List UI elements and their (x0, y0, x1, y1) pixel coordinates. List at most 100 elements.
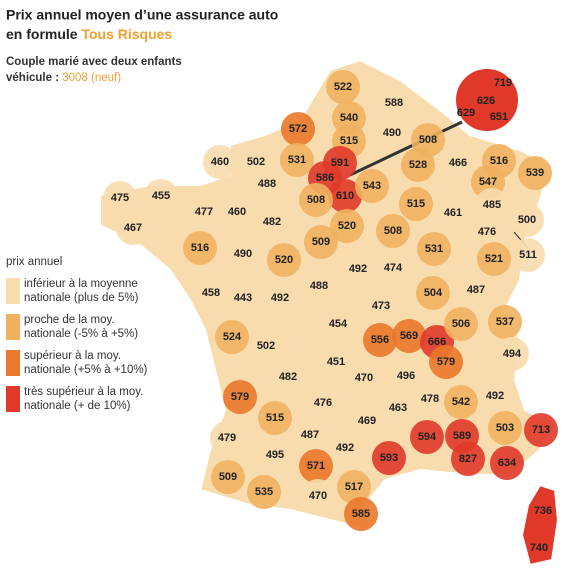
department-value: 515 (266, 412, 284, 424)
department-area (194, 276, 228, 310)
legend-label: nationale (plus de 5%) (24, 292, 139, 304)
department-value: 460 (228, 206, 246, 218)
department-value: 543 (363, 180, 381, 192)
department-value: 502 (257, 340, 275, 352)
department-value: 503 (496, 422, 514, 434)
department-value: 572 (289, 123, 307, 135)
department-area (304, 225, 338, 259)
department-area (250, 167, 284, 201)
department-area (249, 329, 283, 363)
department-value: 569 (400, 330, 418, 342)
legend-label: inférieur à la moyenne (24, 278, 138, 290)
department-area (293, 418, 327, 452)
department-value: 539 (526, 167, 544, 179)
department-value: 629 (457, 107, 475, 119)
department-area (364, 289, 398, 323)
department-area (211, 460, 245, 494)
department-value: 506 (452, 318, 470, 330)
department-area (306, 386, 340, 420)
department-value: 626 (477, 95, 495, 107)
department-area (376, 251, 410, 285)
department-value: 520 (338, 220, 356, 232)
department-value: 455 (152, 190, 170, 202)
department-labels: 588 626 719 629 651 522 540 572 515 490 508 531 591 5… (111, 77, 552, 554)
department-value: 508 (419, 134, 437, 146)
department-value: 461 (444, 207, 462, 219)
department-area (490, 446, 524, 480)
department-area (495, 337, 529, 371)
department-area (302, 269, 336, 303)
department-area (375, 116, 409, 150)
department-area (416, 276, 450, 310)
department-value: 740 (530, 542, 548, 554)
department-area (410, 420, 444, 454)
title: Prix annuel moyen d’une assurance auto (6, 7, 278, 23)
department-value: 490 (383, 127, 401, 139)
department-area (321, 307, 355, 341)
department-area (347, 361, 381, 395)
department-value: 474 (384, 262, 403, 274)
department-area (470, 215, 504, 249)
department-area (281, 112, 315, 146)
department-value: 524 (223, 331, 242, 343)
corsica-outline (520, 483, 560, 567)
department-value: 515 (407, 198, 425, 210)
department-value: 508 (307, 194, 325, 206)
department-value: 531 (425, 243, 443, 255)
department-area (203, 145, 237, 179)
department-value: 460 (211, 156, 229, 168)
title-highlight: Tous Risques (81, 26, 172, 42)
department-value: 495 (266, 449, 284, 461)
department-value: 591 (331, 157, 349, 169)
department-area (475, 188, 509, 222)
department-area (376, 214, 410, 248)
department-value: 586 (316, 172, 334, 184)
department-area (144, 179, 178, 213)
department-area (444, 385, 478, 419)
department-value: 522 (334, 81, 352, 93)
department-value: 610 (336, 190, 354, 202)
department-area (255, 205, 289, 239)
department-area (247, 475, 281, 509)
department-value: 651 (490, 111, 508, 123)
department-area (401, 148, 435, 182)
department-area (326, 70, 360, 104)
department-value: 487 (301, 429, 319, 441)
department-value: 466 (449, 157, 467, 169)
department-value: 488 (310, 280, 328, 292)
department-area (319, 345, 353, 379)
department-value: 588 (385, 97, 403, 109)
department-value: 531 (288, 154, 306, 166)
department-value: 496 (397, 370, 415, 382)
inset-pointer (349, 120, 463, 177)
vehicle: véhicule : 3008 (neuf) (6, 72, 121, 84)
department-area (271, 360, 305, 394)
department-value: 520 (275, 254, 293, 266)
department-value: 502 (247, 156, 265, 168)
legend-swatch (6, 314, 20, 340)
department-value: 634 (498, 457, 517, 469)
department-value: 494 (503, 348, 522, 360)
department-value: 504 (424, 287, 443, 299)
department-area (301, 479, 335, 513)
department-area (263, 281, 297, 315)
department-value: 458 (202, 287, 220, 299)
department-area (344, 497, 378, 531)
department-area (363, 323, 397, 357)
department-area (280, 143, 314, 177)
department-value: 535 (255, 486, 273, 498)
department-area (341, 252, 375, 286)
vehicle-value: 3008 (neuf) (62, 72, 121, 84)
department-area (399, 187, 433, 221)
legend-title: prix annuel (6, 256, 62, 268)
department-value: 485 (483, 199, 501, 211)
department-value: 478 (421, 393, 439, 405)
department-value: 528 (409, 159, 427, 171)
legend-label: nationale (-5% à +5%) (24, 328, 138, 340)
department-area (444, 307, 478, 341)
department-area (372, 441, 406, 475)
department-area (299, 449, 333, 483)
legend-swatch (6, 350, 20, 376)
department-area (459, 273, 493, 307)
